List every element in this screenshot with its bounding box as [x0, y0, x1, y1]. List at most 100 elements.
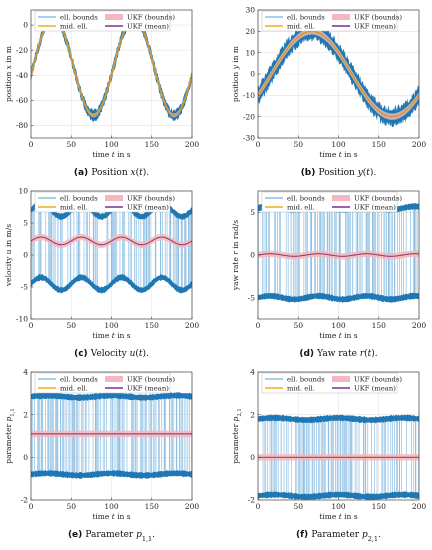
x-tick-label: 100 — [331, 502, 346, 511]
legend-label-ukf-mean: UKF (mean) — [127, 384, 169, 392]
y-tick-label: -10 — [243, 91, 255, 100]
legend-label-ukf-bounds: UKF (bounds) — [354, 194, 402, 202]
ukf-bounds-band — [258, 28, 419, 120]
legend: ell. bounds UKF (bounds) mid. ell. UKF (mea… — [34, 10, 175, 32]
legend-label-ell-bounds: ell. bounds — [60, 13, 98, 21]
x-tick-label: 0 — [256, 502, 261, 511]
x-tick-label: 50 — [66, 502, 76, 511]
legend: ell. bounds UKF (bounds) mid. ell. UKF (mea… — [34, 372, 175, 394]
x-tick-label: 200 — [185, 321, 200, 330]
y-tick-label: -20 — [16, 46, 28, 55]
caption-d: (d) Yaw rate r(t). — [299, 348, 377, 359]
y-tick-label: -10 — [16, 315, 28, 324]
x-axis-label: time t in s — [319, 150, 357, 159]
caption-b: (b) Position y(t). — [301, 167, 377, 178]
x-tick-label: 50 — [293, 502, 303, 511]
legend-label-ell-bounds: ell. bounds — [287, 375, 325, 383]
y-tick-label: 0 — [250, 453, 255, 462]
x-tick-label: 100 — [331, 321, 346, 330]
y-tick-label: 4 — [23, 368, 28, 377]
x-tick-label: 0 — [256, 140, 261, 149]
y-tick-label: 5 — [250, 208, 255, 217]
ukf-mean-line — [31, 236, 192, 246]
legend-label-mid-ell: mid. ell. — [287, 22, 315, 30]
legend-label-ukf-bounds: UKF (bounds) — [354, 375, 402, 383]
y-tick-label: -30 — [243, 134, 255, 143]
ell-bounds-upper — [258, 414, 419, 424]
y-axis-label: yaw rate r in rad/s — [231, 220, 240, 291]
y-axis-label: parameter p1,1 — [4, 408, 16, 463]
x-tick-label: 0 — [29, 140, 34, 149]
legend-label-ukf-bounds: UKF (bounds) — [127, 13, 175, 21]
y-axis-label: position y in m — [231, 46, 240, 102]
x-tick-label: 150 — [145, 502, 160, 511]
y-axis-label: parameter p2,1 — [231, 408, 243, 463]
ell-bounds-lower — [258, 292, 419, 303]
legend-label-ukf-bounds: UKF (bounds) — [354, 13, 402, 21]
y-tick-label: 2 — [250, 410, 255, 419]
legend-swatch-ukf-bounds — [332, 14, 350, 20]
y-axis-label: velocity u in m/s — [4, 224, 13, 287]
x-tick-label: 150 — [372, 321, 387, 330]
ell-bounds-upper — [31, 391, 192, 402]
legend-label-mid-ell: mid. ell. — [287, 384, 315, 392]
legend-box — [261, 10, 398, 32]
legend-box — [261, 372, 398, 394]
x-tick-label: 150 — [145, 321, 160, 330]
plot-area — [258, 414, 419, 500]
x-tick-label: 200 — [412, 321, 427, 330]
x-tick-label: 100 — [104, 502, 119, 511]
y-tick-label: 0 — [23, 251, 28, 260]
plot-area — [31, 391, 192, 479]
y-tick-label: 0 — [23, 453, 28, 462]
legend-label-ukf-mean: UKF (mean) — [354, 203, 396, 211]
legend: ell. bounds UKF (bounds) mid. ell. UKF (mea… — [261, 191, 402, 213]
x-axis-label: time t in s — [92, 331, 130, 340]
legend-box — [34, 10, 171, 32]
x-tick-label: 200 — [412, 502, 427, 511]
ukf-mean-line — [258, 253, 419, 257]
y-tick-label: -5 — [248, 293, 256, 302]
caption-c: (c) Velocity u(t). — [74, 348, 149, 359]
x-tick-label: 50 — [293, 321, 303, 330]
legend-swatch-ukf-bounds — [332, 195, 350, 201]
y-tick-label: 2 — [23, 410, 28, 419]
legend: ell. bounds UKF (bounds) mid. ell. UKF (mea… — [261, 10, 402, 32]
x-tick-label: 200 — [412, 140, 427, 149]
legend-label-ukf-bounds: UKF (bounds) — [127, 375, 175, 383]
legend-label-ell-bounds: ell. bounds — [60, 375, 98, 383]
y-tick-label: 20 — [245, 27, 255, 36]
y-tick-label: 10 — [18, 187, 28, 196]
y-tick-label: 0 — [250, 251, 255, 260]
x-tick-label: 150 — [145, 140, 160, 149]
y-tick-label: -20 — [243, 112, 255, 121]
legend-label-ell-bounds: ell. bounds — [287, 13, 325, 21]
y-axis-label: position x in m — [4, 46, 13, 102]
y-tick-label: 4 — [250, 368, 255, 377]
legend-swatch-ukf-bounds — [105, 14, 123, 20]
ukf-bounds-band — [258, 250, 419, 260]
y-tick-label: -80 — [16, 121, 28, 130]
legend-swatch-ukf-bounds — [105, 376, 123, 382]
y-tick-label: 30 — [245, 6, 255, 15]
x-tick-label: 200 — [185, 502, 200, 511]
plot-area — [31, 200, 192, 294]
x-tick-label: 50 — [66, 140, 76, 149]
legend-box — [34, 191, 171, 213]
x-tick-label: 150 — [372, 140, 387, 149]
x-tick-label: 0 — [256, 321, 261, 330]
y-tick-label: 0 — [23, 21, 28, 30]
legend-label-ukf-mean: UKF (mean) — [354, 22, 396, 30]
legend-label-ell-bounds: ell. bounds — [60, 194, 98, 202]
y-tick-label: 5 — [23, 219, 28, 228]
x-axis-label: time t in s — [319, 512, 357, 521]
x-axis-label: time t in s — [319, 331, 357, 340]
x-tick-label: 0 — [29, 321, 34, 330]
legend: ell. bounds UKF (bounds) mid. ell. UKF (mea… — [34, 191, 175, 213]
y-tick-label: -2 — [248, 496, 256, 505]
x-tick-label: 50 — [293, 140, 303, 149]
